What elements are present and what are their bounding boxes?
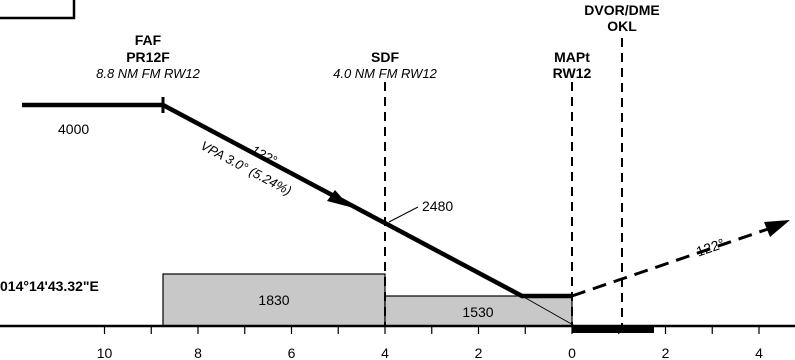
descent-arrow-icon bbox=[327, 190, 350, 207]
distance-tick-label: 4 bbox=[381, 345, 389, 360]
distance-tick-label: 8 bbox=[194, 345, 202, 360]
legend-box-corner bbox=[0, 0, 76, 20]
minimum-altitude-label-1: 1830 bbox=[258, 292, 289, 308]
minimum-altitude-box-2 bbox=[384, 295, 573, 327]
faf-distance-label: 8.8 NM FM RW12 bbox=[96, 66, 201, 81]
missed-approach-arrow-icon bbox=[764, 220, 790, 237]
distance-tick-label: 4 bbox=[755, 345, 763, 360]
distance-tick-label: 2 bbox=[662, 345, 670, 360]
threshold-guide-line bbox=[521, 295, 576, 327]
faf-name-label: PR12F bbox=[126, 49, 170, 65]
sdf-altitude-leader bbox=[388, 206, 419, 223]
runway-bar bbox=[572, 326, 654, 333]
distance-tick-label: 10 bbox=[97, 345, 113, 360]
sdf-distance-label: 4.0 NM FM RW12 bbox=[333, 66, 438, 81]
sdf-name-label: SDF bbox=[371, 49, 399, 65]
minimum-altitude-box-1 bbox=[162, 273, 386, 327]
initial-altitude-label: 4000 bbox=[58, 121, 89, 137]
distance-tick-label: 6 bbox=[288, 345, 296, 360]
mapt-name-label: RW12 bbox=[553, 65, 592, 81]
navaid-ident-label: OKL bbox=[607, 18, 637, 34]
distance-tick-label: 2 bbox=[475, 345, 483, 360]
faf-role-label: FAF bbox=[135, 32, 162, 48]
navaid-type-label: DVOR/DME bbox=[584, 2, 659, 18]
distance-tick-label: 0 bbox=[568, 345, 576, 360]
approach-profile-line bbox=[22, 102, 572, 299]
coordinate-label: 014°14'43.32"E bbox=[0, 278, 99, 294]
missed-approach-line bbox=[571, 227, 769, 298]
sdf-altitude-label: 2480 bbox=[422, 198, 453, 214]
missed-approach-course: 122° bbox=[694, 235, 727, 260]
mapt-role-label: MAPt bbox=[554, 49, 590, 65]
minimum-altitude-label-2: 1530 bbox=[462, 304, 493, 320]
distance-ticks: 10 8 6 4 2 0 2 4 bbox=[97, 326, 763, 360]
